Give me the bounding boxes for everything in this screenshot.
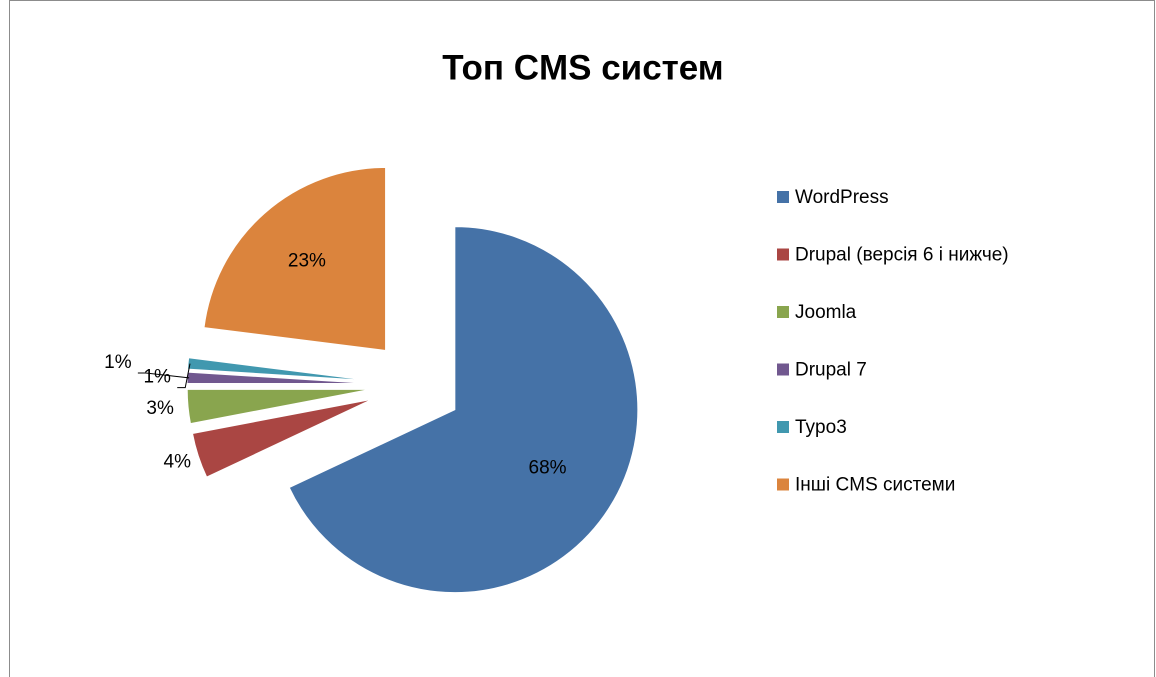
legend-label: WordPress — [795, 187, 889, 208]
legend-label: Typo3 — [795, 417, 847, 438]
legend-swatch — [777, 421, 789, 433]
pie-slice — [203, 166, 387, 352]
legend-swatch — [777, 191, 789, 203]
data-label: 1% — [143, 367, 171, 388]
leader-line — [177, 363, 191, 389]
legend-swatch — [777, 363, 789, 376]
legend-label: Drupal (версія 6 і нижче) — [795, 245, 1009, 266]
data-label: 1% — [104, 352, 132, 373]
pie-slice — [288, 226, 639, 594]
pie-slice — [187, 357, 371, 382]
legend-label: Інші CMS системи — [795, 475, 955, 496]
pie-slice — [191, 398, 373, 478]
legend-label: Drupal 7 — [795, 360, 867, 381]
data-label: 4% — [164, 452, 192, 473]
legend-swatch — [777, 306, 789, 318]
chart-title: Топ CMS систем — [442, 48, 723, 87]
legend-label: Joomla — [795, 302, 857, 323]
data-label: 3% — [146, 398, 174, 419]
data-label: 23% — [288, 250, 326, 271]
pie-slice — [186, 388, 371, 425]
data-label: 68% — [529, 457, 567, 478]
legend-swatch — [777, 248, 789, 261]
legend-swatch — [777, 478, 789, 491]
leader-line — [137, 372, 190, 379]
